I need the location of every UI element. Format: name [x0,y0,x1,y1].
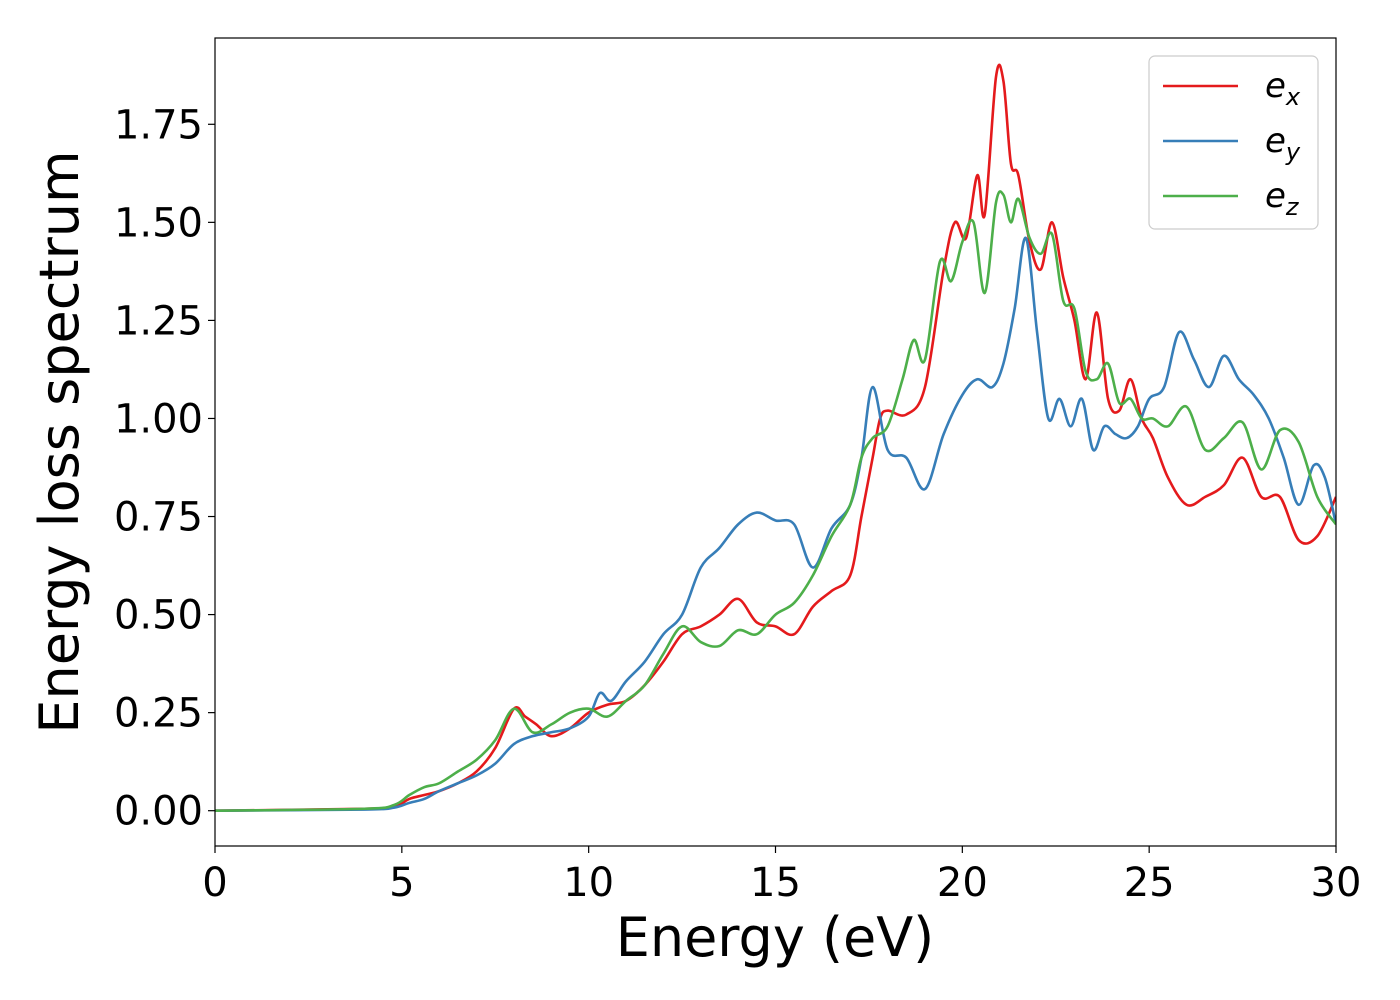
x-tick-label: 15 [750,860,801,906]
y-tick-label: 0.50 [114,593,203,639]
series-line-e-y [215,236,1336,812]
y-axis-ticks: 0.00 0.25 0.50 0.75 1.00 1.25 1.50 1.75 [114,102,215,835]
series-line-e-x [215,63,1336,812]
x-tick-label: 10 [563,860,614,906]
y-tick-label: 1.00 [114,396,203,442]
y-tick-label: 1.25 [114,298,203,344]
x-tick-label: 25 [1124,860,1175,906]
y-axis-label: Energy loss spectrum [28,150,91,733]
x-tick-label: 5 [389,860,414,906]
x-tick-label: 20 [937,860,988,906]
x-tick-label: 0 [202,860,227,906]
x-axis-label: Energy (eV) [616,906,935,969]
series-line-e-z [215,190,1336,812]
y-tick-label: 0.00 [114,789,203,835]
series-layer [215,63,1336,812]
y-tick-label: 1.50 [114,200,203,246]
y-tick-label: 0.75 [114,495,203,541]
x-axis-ticks: 0 5 10 15 20 25 30 [202,846,1361,906]
x-tick-label: 30 [1311,860,1362,906]
y-tick-label: 1.75 [114,102,203,148]
y-tick-label: 0.25 [114,691,203,737]
legend-box [1148,55,1319,230]
